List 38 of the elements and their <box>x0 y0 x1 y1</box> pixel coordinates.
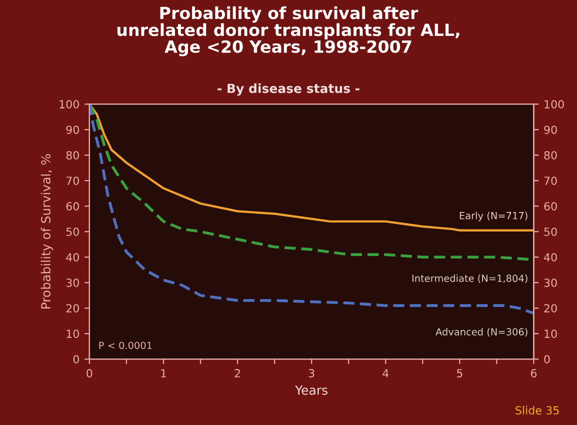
chart-title: Probability of survival after unrelated donor transplants for ALL, Age <20 Years, 1998-2007 <box>117 6 460 56</box>
y2-tick-label: 70 <box>544 176 557 186</box>
y-tick-label: 10 <box>66 330 79 338</box>
y2-tick-label: 90 <box>544 126 557 134</box>
x-tick-label: 6 <box>530 369 537 378</box>
y-tick-label: 90 <box>66 126 79 134</box>
annotation: P < 0.0001 <box>99 342 152 350</box>
x-tick-label: 5 <box>457 369 462 378</box>
x-tick-label: 3 <box>308 369 314 378</box>
y-tick-label: 80 <box>66 151 79 160</box>
y-tick-label: 30 <box>66 278 79 288</box>
y2-tick-label: 0 <box>544 355 550 364</box>
x-tick-label: 2 <box>234 369 240 378</box>
y-axis-title: Probability of Survival, % <box>40 154 53 309</box>
y-tick-label: 70 <box>66 176 79 186</box>
y2-tick-label: 30 <box>544 278 557 288</box>
y-tick-label: 0 <box>73 355 79 364</box>
y-tick-label: 20 <box>66 304 79 313</box>
x-tick-label: 0 <box>86 369 92 378</box>
x-axis-title: Years <box>295 386 328 395</box>
y2-tick-label: 50 <box>544 228 557 236</box>
x-tick-label: 4 <box>382 369 389 378</box>
y-tick-label: 40 <box>66 253 79 262</box>
x-tick-label: 1 <box>161 369 166 378</box>
y2-tick-label: 20 <box>544 304 557 313</box>
text: Slide 35 <box>516 406 559 415</box>
y2-tick-label: 80 <box>544 151 557 160</box>
y-tick-label: 60 <box>66 202 79 211</box>
y2-tick-label: 10 <box>544 330 557 338</box>
series-label: Early (N=717) <box>460 212 528 222</box>
chart-subtitle: - By disease status - <box>218 83 360 96</box>
y2-tick-label: 100 <box>544 100 564 109</box>
y2-tick-label: 40 <box>544 253 557 262</box>
y-tick-label: 100 <box>60 100 79 109</box>
series-label: Advanced (N=306) <box>436 328 528 337</box>
y-tick-label: 50 <box>66 228 79 236</box>
y2-tick-label: 60 <box>544 202 557 211</box>
series-label: Intermediate (N=1,804) <box>412 274 528 284</box>
